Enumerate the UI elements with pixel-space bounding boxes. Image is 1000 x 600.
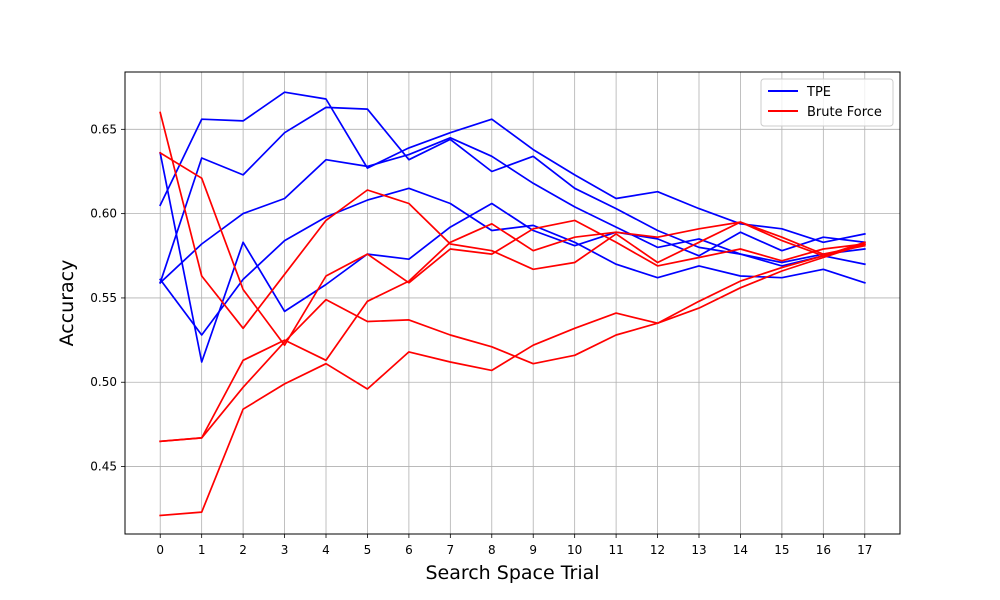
x-tick-label: 5 — [364, 543, 372, 557]
y-tick-label: 0.65 — [90, 122, 117, 136]
tpe-series-line-4 — [159, 151, 866, 363]
x-tick-label: 4 — [322, 543, 330, 557]
x-axis-title: Search Space Trial — [425, 562, 599, 584]
x-tick-label: 6 — [405, 543, 413, 557]
brute-force-series-line-8 — [159, 221, 866, 443]
x-tick-label: 8 — [488, 543, 496, 557]
y-axis-title: Accuracy — [56, 260, 78, 347]
x-tick-label: 17 — [857, 543, 872, 557]
brute-force-series-line-9 — [159, 242, 866, 443]
y-tick-label: 0.45 — [90, 460, 117, 474]
legend-label-tpe: TPE — [806, 85, 831, 100]
x-tick-label: 1 — [198, 543, 206, 557]
tpe-series-line-3 — [158, 136, 866, 285]
x-tick-label: 16 — [816, 543, 831, 557]
x-tick-label: 9 — [529, 543, 537, 557]
x-tick-label: 3 — [281, 543, 289, 557]
brute-force-series-line-10 — [159, 242, 866, 517]
brute-force-series-line-6 — [159, 151, 866, 347]
x-tick-label: 2 — [239, 543, 247, 557]
x-tick-label: 14 — [733, 543, 748, 557]
x-tick-label: 13 — [691, 543, 706, 557]
grid-layer — [125, 72, 900, 534]
y-tick-label: 0.50 — [90, 375, 117, 389]
x-tick-label: 12 — [650, 543, 665, 557]
x-tick-label: 0 — [156, 543, 164, 557]
x-tick-label: 15 — [774, 543, 789, 557]
series-layer — [158, 91, 866, 517]
y-tick-label: 0.55 — [90, 291, 117, 305]
tpe-series-line-5 — [159, 187, 866, 336]
plot-area-frame — [124, 71, 901, 535]
x-tick-label: 11 — [608, 543, 623, 557]
x-tick-label: 7 — [447, 543, 455, 557]
legend: TPE Brute Force — [760, 78, 894, 127]
tick-layer: 0 1 2 3 4 5 6 7 8 9 10 11 12 13 14 15 16 170.450.500.550.… — [90, 122, 872, 557]
legend-label-brute-force: Brute Force — [807, 105, 882, 120]
x-tick-label: 10 — [567, 543, 582, 557]
y-tick-label: 0.60 — [90, 207, 117, 221]
